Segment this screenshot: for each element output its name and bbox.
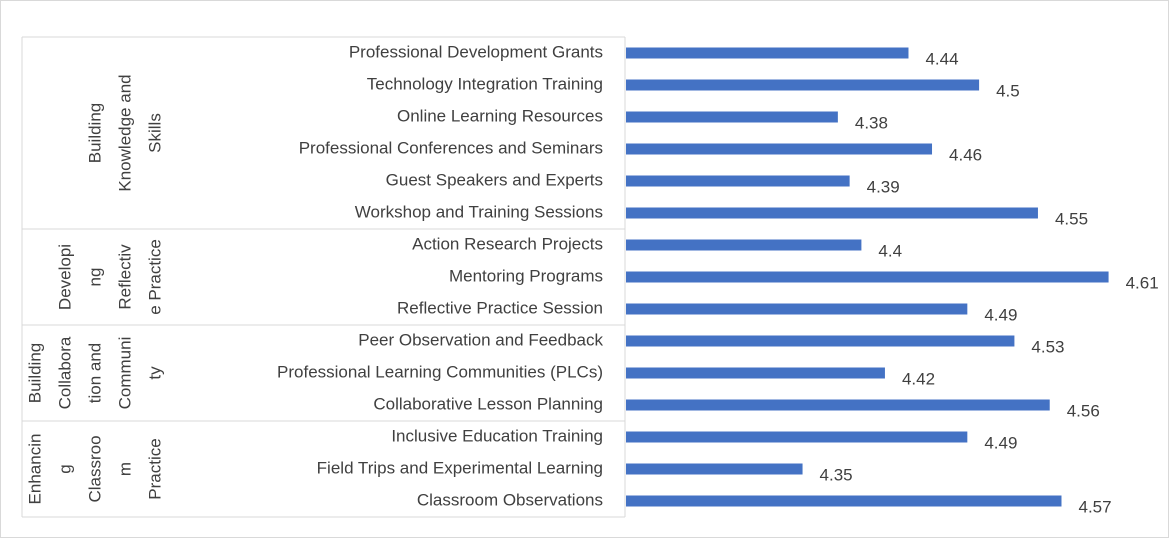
group-label: Knowledge and — [115, 74, 134, 191]
value-label: 4.61 — [1126, 273, 1159, 292]
category-label: Online Learning Resources — [397, 106, 603, 125]
category-label: Classroom Observations — [417, 490, 603, 509]
group-label: Collabora — [55, 336, 74, 409]
value-label: 4.57 — [1078, 497, 1111, 516]
value-label: 4.38 — [855, 113, 888, 132]
group-label: Communi — [115, 337, 134, 410]
bar — [626, 367, 885, 379]
bar — [626, 47, 909, 59]
group-label: Developi — [55, 244, 74, 310]
bar — [626, 463, 803, 475]
category-label: Professional Learning Communities (PLCs) — [277, 362, 603, 381]
value-label: 4.39 — [867, 177, 900, 196]
category-label: Guest Speakers and Experts — [386, 170, 603, 189]
value-label: 4.55 — [1055, 209, 1088, 228]
bar — [626, 175, 850, 187]
value-label: 4.35 — [820, 465, 853, 484]
bar — [626, 143, 933, 155]
group-label: Reflectiv — [115, 244, 134, 310]
bar — [626, 79, 980, 91]
bar — [626, 239, 862, 251]
group-label: Practice — [145, 438, 164, 499]
value-label: 4.4 — [878, 241, 902, 260]
value-label: 4.49 — [984, 305, 1017, 324]
group-label: Building — [85, 103, 104, 164]
group-label: Enhancin — [25, 434, 44, 505]
group-label: m — [115, 462, 134, 476]
value-label: 4.56 — [1067, 401, 1100, 420]
group-label: Building — [25, 343, 44, 404]
group-label: Classroo — [85, 435, 104, 502]
group-label: g — [55, 464, 74, 473]
category-label: Field Trips and Experimental Learning — [317, 458, 603, 477]
category-label: Peer Observation and Feedback — [358, 330, 603, 349]
group-label: ty — [145, 366, 164, 380]
category-label: Inclusive Education Training — [391, 426, 603, 445]
bar — [626, 271, 1109, 283]
category-label: Action Research Projects — [412, 234, 603, 253]
bar — [626, 303, 968, 315]
bar — [626, 111, 838, 123]
category-label: Technology Integration Training — [367, 74, 603, 93]
category-label: Collaborative Lesson Planning — [373, 394, 603, 413]
group-label: tion and — [85, 343, 104, 404]
value-label: 4.49 — [984, 433, 1017, 452]
value-label: 4.53 — [1031, 337, 1064, 356]
value-label: 4.44 — [925, 49, 958, 68]
category-label: Workshop and Training Sessions — [355, 202, 603, 221]
bar — [626, 495, 1062, 507]
group-label: Skills — [145, 113, 164, 153]
category-label: Professional Conferences and Seminars — [299, 138, 603, 157]
group-label: e Practice — [145, 239, 164, 315]
value-label: 4.5 — [996, 81, 1020, 100]
category-label: Mentoring Programs — [449, 266, 603, 285]
bar — [626, 431, 968, 443]
value-label: 4.46 — [949, 145, 982, 164]
value-label: 4.42 — [902, 369, 935, 388]
category-label: Professional Development Grants — [349, 42, 603, 61]
bar — [626, 207, 1038, 219]
bar — [626, 335, 1015, 347]
category-label: Reflective Practice Session — [397, 298, 603, 317]
group-label: ng — [85, 268, 104, 287]
bar — [626, 399, 1050, 411]
